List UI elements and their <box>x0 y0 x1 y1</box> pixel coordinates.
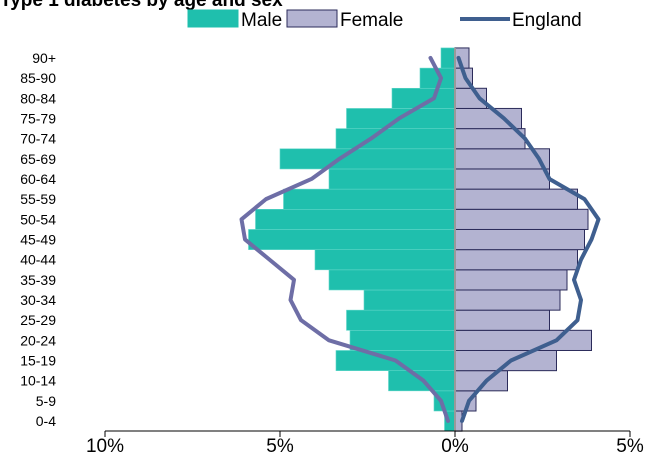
england-line <box>239 55 450 423</box>
y-tick-label: 10-14 <box>20 373 56 389</box>
bar <box>454 309 550 331</box>
bar <box>454 168 550 190</box>
legend-swatch <box>187 9 239 28</box>
bar <box>255 209 456 230</box>
x-tick-label: 10% <box>86 436 124 456</box>
y-tick-label: 45-49 <box>20 231 56 247</box>
bar <box>454 208 589 230</box>
bar <box>454 349 557 372</box>
legend-swatch <box>286 9 338 28</box>
y-tick-label: 35-39 <box>20 272 56 288</box>
y-tick-label: 85-90 <box>20 70 56 86</box>
bar <box>363 289 456 311</box>
y-tick-label: 80-84 <box>20 90 56 106</box>
bar <box>328 269 456 291</box>
bar <box>454 249 578 271</box>
y-tick-label: 75-79 <box>20 110 56 126</box>
legend-label: England <box>512 10 582 31</box>
y-tick-label: 0-4 <box>36 413 56 429</box>
bar <box>454 289 561 311</box>
bar <box>454 269 568 291</box>
bar <box>440 47 456 69</box>
y-tick-label: 30-34 <box>20 292 56 308</box>
y-tick-label: 55-59 <box>20 191 56 207</box>
y-tick-label: 25-29 <box>20 312 56 328</box>
y-tick-label: 65-69 <box>20 151 56 167</box>
y-tick-label: 15-19 <box>20 352 56 368</box>
y-tick-label: 50-54 <box>20 211 56 227</box>
bar <box>346 309 456 331</box>
bar <box>454 128 526 150</box>
bar <box>454 228 585 251</box>
bar <box>454 329 592 351</box>
x-tick-label: 0% <box>441 436 469 456</box>
bar <box>279 148 456 170</box>
y-tick-label: 70-74 <box>20 131 56 147</box>
bar <box>349 330 456 351</box>
england-line <box>456 55 601 423</box>
legend-label: Male <box>241 10 282 31</box>
bar <box>314 249 456 271</box>
bar <box>335 128 456 150</box>
chart-title: Type 1 diabetes by age and sex <box>0 0 283 11</box>
y-tick-label: 5-9 <box>36 393 56 409</box>
y-tick-label: 20-24 <box>20 332 56 348</box>
y-tick-label: 40-44 <box>20 252 56 268</box>
x-tick-label: 5% <box>266 436 294 456</box>
bar <box>283 188 456 210</box>
bar <box>454 188 578 210</box>
bar <box>248 229 456 250</box>
y-tick-label: 60-64 <box>20 171 56 187</box>
legend-label: Female <box>340 10 403 31</box>
x-tick-label: 5% <box>616 436 644 456</box>
y-tick-label: 90+ <box>32 50 56 66</box>
bar <box>328 168 456 190</box>
